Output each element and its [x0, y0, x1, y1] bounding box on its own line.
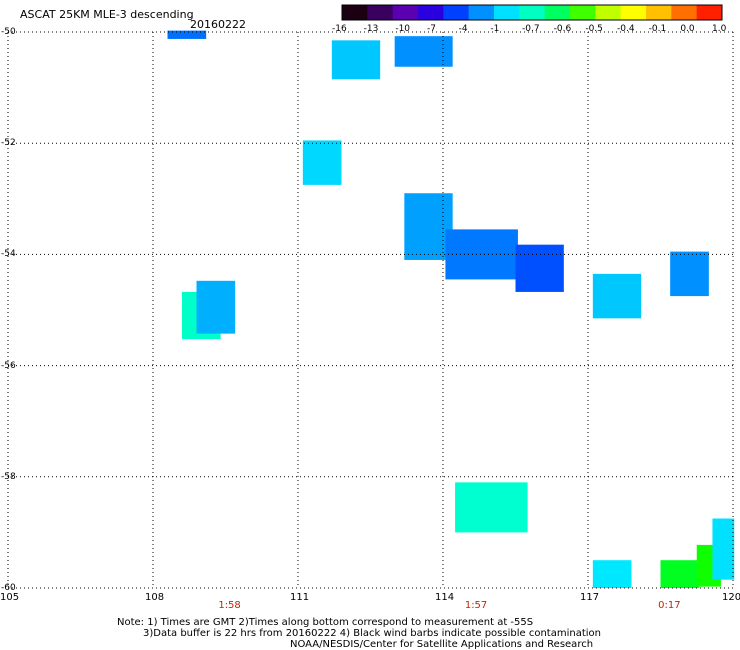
data-cell [445, 229, 518, 280]
chart-title: ASCAT 25KM MLE-3 descending [20, 8, 194, 21]
colorbar-tick-label: -0.6 [553, 24, 572, 34]
y-axis-tick-label: -52 [1, 138, 16, 149]
data-cell [394, 36, 453, 67]
data-cell [660, 560, 700, 588]
colorbar-segment [392, 5, 419, 20]
footer-note-line2: 3)Data buffer is 22 hrs from 20160222 4)… [143, 628, 601, 639]
colorbar-tick-label: -7 [427, 24, 436, 34]
y-axis-tick-label: -60 [1, 583, 16, 593]
colorbar-segment [418, 5, 444, 20]
colorbar-tick-label: -16 [332, 24, 347, 34]
colorbar-tick-label: -4 [458, 24, 468, 34]
colorbar-segment [468, 5, 495, 20]
data-cell [670, 251, 709, 297]
y-axis-tick-label: -54 [1, 249, 16, 260]
x-axis-tick-label: 117 [580, 592, 600, 603]
data-cell [592, 273, 642, 319]
colorbar-segment [443, 5, 470, 20]
colorbar-tick-label: -10 [395, 24, 411, 34]
colorbar-segment [570, 5, 596, 20]
colorbar-segment [519, 5, 546, 20]
footer-credit: NOAA/NESDIS/Center for Satellite Applica… [290, 639, 594, 650]
colorbar-segment [696, 5, 723, 20]
data-cell [196, 280, 236, 334]
data-cell [404, 193, 453, 260]
pass-time-label: 1:57 [464, 600, 488, 611]
colorbar-segment [620, 5, 647, 20]
colorbar-segment [494, 5, 520, 20]
pass-time-label: 0:17 [658, 600, 681, 611]
colorbar-tick-label: -0.4 [617, 24, 635, 34]
colorbar-tick-label: -0.1 [648, 24, 667, 34]
colorbar-segment [367, 5, 394, 20]
colorbar-frame [341, 4, 723, 21]
colorbar-tick-label: 0.0 [680, 24, 695, 34]
data-cell [455, 482, 528, 533]
colorbar-tick-label: -1 [490, 24, 500, 34]
chart-date: 20160222 [190, 18, 246, 31]
colorbar-segment [646, 5, 672, 20]
colorbar-segment [544, 5, 571, 20]
x-axis-tick-label: 108 [145, 592, 165, 603]
y-axis-tick-label: -50 [1, 27, 16, 37]
data-cell [302, 140, 342, 185]
x-axis-tick-label: 120 [722, 592, 740, 603]
colorbar-segment [342, 5, 368, 20]
colorbar-tick-label: -0.5 [585, 24, 603, 34]
colorbar-tick-label: 1.0 [712, 24, 727, 34]
data-cell [515, 244, 564, 292]
x-axis-tick-label: 114 [435, 592, 455, 603]
pass-time-label: 1:58 [218, 600, 241, 611]
data-cell [712, 518, 735, 580]
y-axis-tick-label: -58 [1, 471, 16, 482]
colorbar-tick-label: -0.7 [522, 24, 540, 34]
colorbar-tick-label: -13 [363, 24, 379, 34]
colorbar-segment [595, 5, 622, 20]
x-axis-tick-label: 111 [290, 592, 310, 603]
y-axis-tick-label: -56 [1, 360, 16, 371]
x-axis-tick-label: 105 [0, 592, 20, 603]
footer-note-line1: Note: 1) Times are GMT 2)Times along bot… [117, 617, 534, 628]
data-cell [592, 560, 632, 588]
data-cell [331, 40, 381, 80]
colorbar-segment [671, 5, 698, 20]
data-cell [167, 30, 207, 39]
